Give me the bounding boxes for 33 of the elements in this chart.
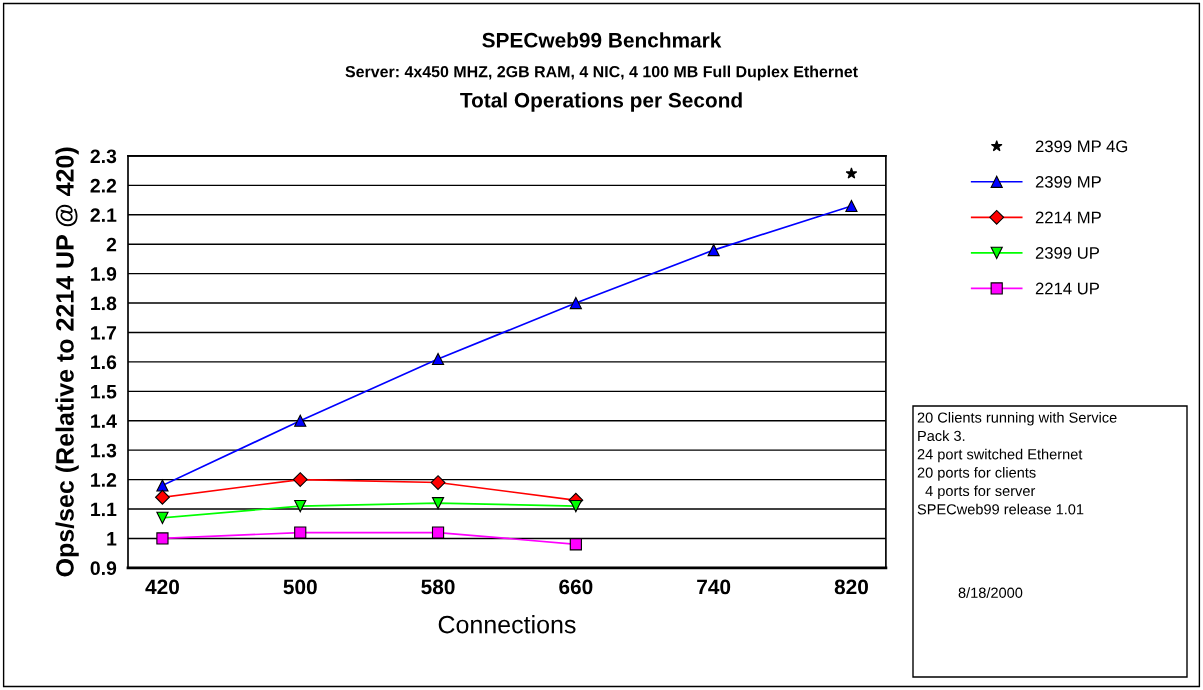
y-tick-label: 1.4 xyxy=(91,414,117,428)
x-axis-title: Connections xyxy=(438,615,576,634)
y-tick-label: 1.8 xyxy=(91,296,117,311)
y-tick-label: 1.2 xyxy=(91,473,117,487)
x-tick-label: 820 xyxy=(834,579,868,595)
y-tick-label: 2 xyxy=(106,237,117,252)
legend-label: 2214 UP xyxy=(1035,282,1100,295)
x-tick-label: 420 xyxy=(145,579,179,595)
y-axis-title: Ops/sec (Relative to 2214 UP @ 420) xyxy=(55,147,79,577)
y-tick-label: 1 xyxy=(107,532,117,546)
y-tick-label: 1.9 xyxy=(91,267,117,281)
x-tick-label: 740 xyxy=(697,579,731,595)
y-tick-label: 2.1 xyxy=(90,208,117,222)
y-tick-label: 2.3 xyxy=(90,149,117,164)
y-tick-label: 1.5 xyxy=(91,385,117,399)
x-tick-label: 500 xyxy=(283,579,317,595)
chart-subtitle: Server: 4x450 MHZ, 2GB RAM, 4 NIC, 4 100 MB Full Duplex Ethernet xyxy=(345,65,858,81)
y-tick-label: 0.9 xyxy=(90,561,117,576)
x-tick-label: 580 xyxy=(421,579,455,595)
y-tick-label: 2.2 xyxy=(90,178,117,193)
y-tick-label: 1.6 xyxy=(91,355,117,370)
text: 8/18/2000 xyxy=(958,587,1023,598)
text: 20 Clients running with Service Pack 3. 24 port switched Ethernet 20 ports for clients 4 ports for server SPECweb99 release 1.01 xyxy=(917,412,1117,515)
x-tick-label: 660 xyxy=(559,579,593,595)
legend-label: 2399 UP xyxy=(1035,247,1100,259)
chart-title: SPECweb99 Benchmark xyxy=(482,32,722,48)
legend-label: 2399 MP xyxy=(1035,175,1101,188)
legend-label: 2399 MP 4G xyxy=(1035,140,1128,153)
y-tick-label: 1.7 xyxy=(91,326,117,340)
y-tick-label: 1.1 xyxy=(91,502,117,517)
text: Total Operations per Second xyxy=(460,92,742,112)
legend-label: 2214 MP xyxy=(1035,211,1101,224)
y-tick-label: 1.3 xyxy=(91,443,117,458)
